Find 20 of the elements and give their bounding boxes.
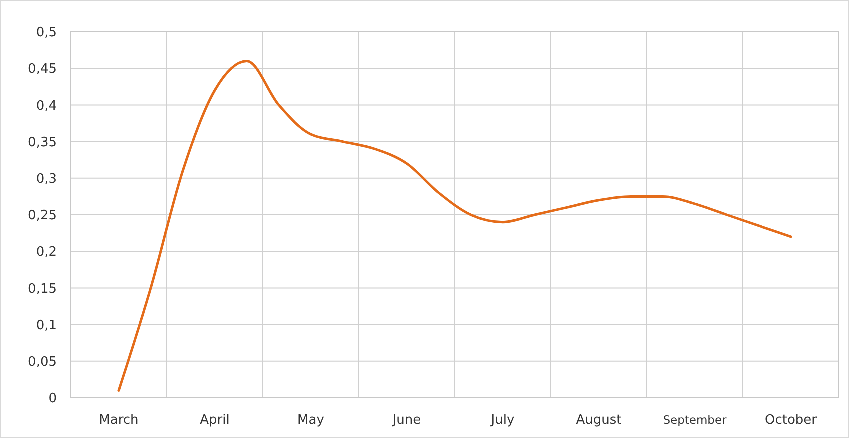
y-tick-label: 0,05 [28,354,57,370]
x-tick-label: July [490,413,515,428]
y-tick-label: 0,5 [36,26,57,41]
x-tick-label: September [663,413,728,427]
y-tick-label: 0,45 [28,62,57,78]
y-tick-label: 0,4 [36,98,57,114]
x-tick-label: March [99,413,139,428]
y-tick-label: 0,3 [36,172,57,187]
y-tick-label: 0,2 [36,245,57,260]
y-tick-label: 0,25 [28,208,57,224]
y-tick-label: 0 [48,392,57,407]
line-series [118,60,792,392]
x-tick-label: June [392,413,422,428]
y-tick-label: 0,1 [36,318,57,334]
y-tick-label: 0,15 [28,282,57,297]
x-tick-label: April [200,413,230,428]
y-tick-label: 0,35 [28,135,57,150]
x-tick-label: August [576,413,622,428]
x-tick-label: May [298,413,325,428]
x-tick-label: October [764,413,818,428]
